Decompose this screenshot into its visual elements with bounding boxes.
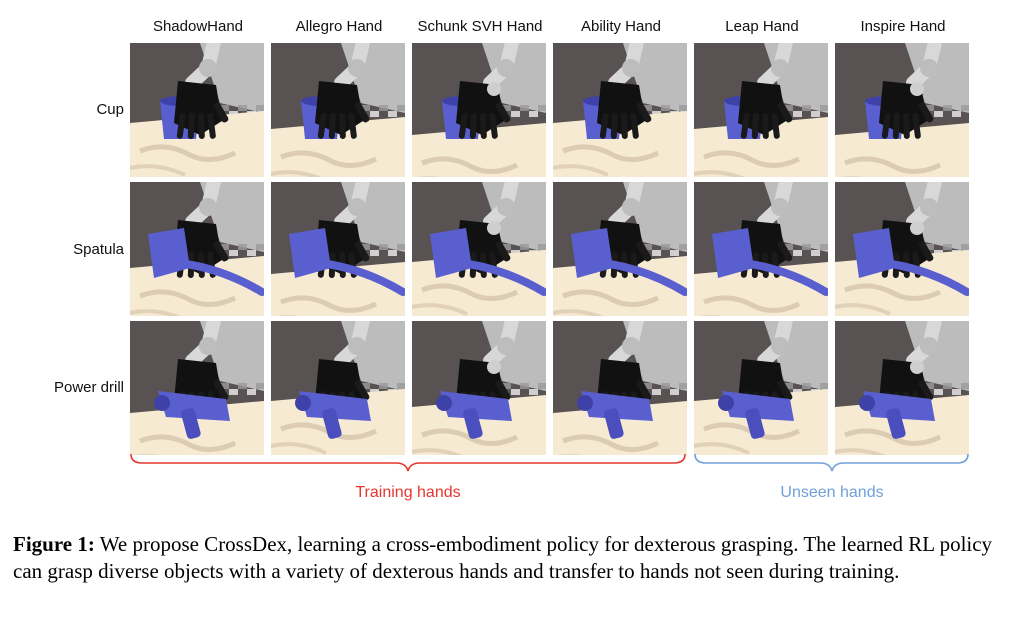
grasp-render xyxy=(835,182,969,316)
grasp-render xyxy=(130,321,264,455)
row-label-cup: Cup xyxy=(96,101,124,118)
grasp-render xyxy=(694,321,828,455)
grasp-render xyxy=(271,182,405,316)
grasp-image-cup-schunk-svh-hand xyxy=(412,43,546,177)
column-header-allegro-hand: Allegro Hand xyxy=(295,18,383,35)
grasp-image-cup-shadowhand xyxy=(130,43,264,177)
grasp-image-spatula-allegro-hand xyxy=(271,182,405,316)
grasp-image-power-drill-allegro-hand xyxy=(271,321,405,455)
grasp-image-cup-leap-hand xyxy=(694,43,828,177)
row-label-spatula: Spatula xyxy=(73,241,124,258)
grasp-render xyxy=(835,321,969,455)
row-label-power-drill: Power drill xyxy=(53,379,124,396)
training-hands-label: Training hands xyxy=(355,484,461,501)
grasp-render xyxy=(835,43,969,177)
unseen-hands-label: Unseen hands xyxy=(780,484,884,501)
grasp-image-spatula-schunk-svh-hand xyxy=(412,182,546,316)
grasp-render xyxy=(694,43,828,177)
grasp-image-spatula-inspire-hand xyxy=(835,182,969,316)
grasp-image-power-drill-ability-hand xyxy=(553,321,687,455)
grasp-render xyxy=(130,182,264,316)
grasp-render xyxy=(271,43,405,177)
column-header-inspire-hand: Inspire Hand xyxy=(860,18,946,35)
column-header-shadowhand: ShadowHand xyxy=(152,18,244,35)
grasp-image-power-drill-shadowhand xyxy=(130,321,264,455)
unseen-hands-brace xyxy=(694,453,969,472)
grasp-image-power-drill-schunk-svh-hand xyxy=(412,321,546,455)
column-header-ability-hand: Ability Hand xyxy=(580,18,662,35)
grasp-render xyxy=(553,43,687,177)
grasp-render xyxy=(694,182,828,316)
grasp-render xyxy=(412,182,546,316)
figure-caption: Figure 1: We propose CrossDex, learning … xyxy=(13,531,1013,585)
grasp-image-cup-ability-hand xyxy=(553,43,687,177)
grasp-image-spatula-leap-hand xyxy=(694,182,828,316)
grasp-render xyxy=(553,182,687,316)
grasp-render xyxy=(412,321,546,455)
grasp-image-power-drill-inspire-hand xyxy=(835,321,969,455)
grasp-render xyxy=(553,321,687,455)
grasp-render xyxy=(130,43,264,177)
training-hands-brace xyxy=(130,453,686,472)
figure-caption-label: Figure 1: xyxy=(13,532,95,556)
grasp-image-spatula-shadowhand xyxy=(130,182,264,316)
grasp-image-power-drill-leap-hand xyxy=(694,321,828,455)
column-header-schunk-svh-hand: Schunk SVH Hand xyxy=(417,18,543,35)
grasp-image-cup-inspire-hand xyxy=(835,43,969,177)
grasp-render xyxy=(412,43,546,177)
grasp-render xyxy=(271,321,405,455)
column-header-leap-hand: Leap Hand xyxy=(725,18,799,35)
grasp-image-cup-allegro-hand xyxy=(271,43,405,177)
figure-caption-text: We propose CrossDex, learning a cross-em… xyxy=(13,532,993,583)
grasp-image-spatula-ability-hand xyxy=(553,182,687,316)
